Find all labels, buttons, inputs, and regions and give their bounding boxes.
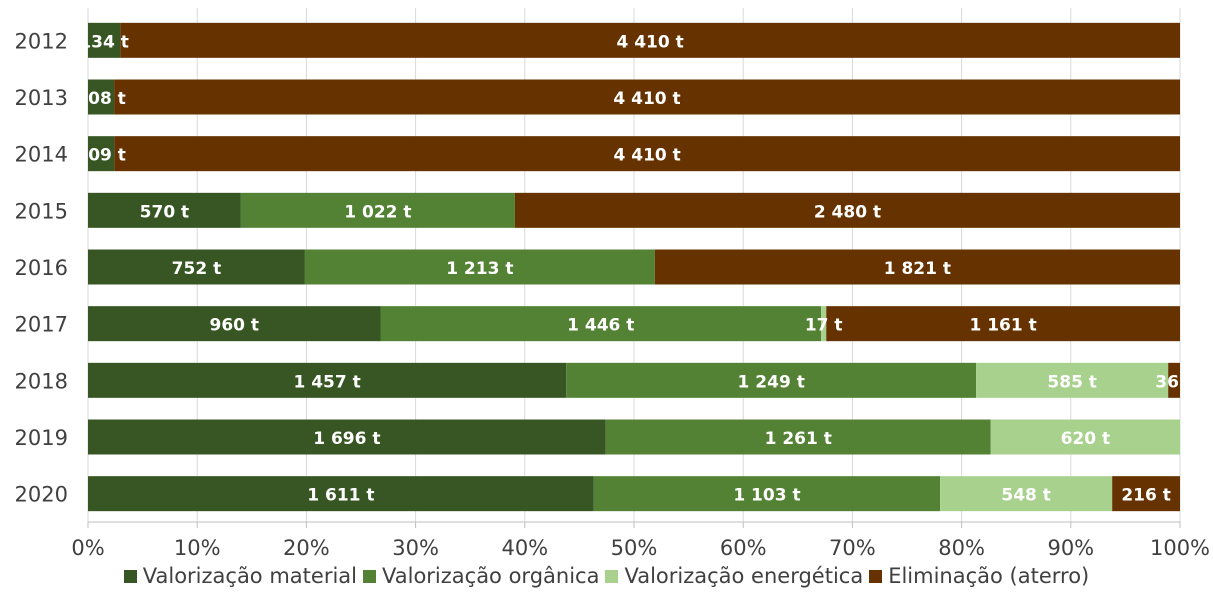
data-label: 752 t xyxy=(172,259,222,279)
data-label: 570 t xyxy=(140,202,190,222)
legend-item: Eliminação (aterro) xyxy=(869,564,1089,588)
data-label: 1 696 t xyxy=(313,429,380,449)
bar-segment xyxy=(514,192,1180,228)
legend-item: Valorização energética xyxy=(605,564,863,588)
x-tick-label: 0% xyxy=(71,536,104,560)
data-label: 17 t xyxy=(805,316,843,336)
bar-segment xyxy=(654,249,1180,285)
legend: Valorização material Valorização orgânica… xyxy=(0,561,1213,591)
x-tick-label: 10% xyxy=(174,536,221,560)
bar-segment xyxy=(990,419,1180,455)
data-label: 548 t xyxy=(1001,486,1051,506)
bars xyxy=(88,22,1180,512)
y-tick-label: 2012 xyxy=(15,29,68,53)
data-label: 1 446 t xyxy=(567,316,634,336)
data-label: 36 t xyxy=(1155,372,1193,392)
data-label: 109 t xyxy=(76,146,126,166)
bar-segment xyxy=(88,192,241,228)
y-tick-label: 2019 xyxy=(15,426,68,450)
bar-segment xyxy=(566,362,977,398)
y-tick-label: 2020 xyxy=(15,483,68,507)
data-label: 134 t xyxy=(79,32,129,52)
bar-segment xyxy=(88,306,381,342)
legend-swatch xyxy=(869,569,883,583)
data-label: 1 611 t xyxy=(307,486,374,506)
x-tick-label: 40% xyxy=(501,536,548,560)
bar-segment xyxy=(1168,362,1180,398)
x-tick-label: 20% xyxy=(283,536,330,560)
legend-swatch xyxy=(605,569,619,583)
y-tick-label: 2018 xyxy=(15,369,68,393)
data-label: 2 480 t xyxy=(814,202,881,222)
data-label: 4 410 t xyxy=(614,146,681,166)
bar-segment xyxy=(605,419,991,455)
y-tick-label: 2014 xyxy=(15,143,68,167)
axes: 0% 10% 20% 30% 40% 50% 60% 70% 80% 90% 100% 2012 201… xyxy=(15,29,1210,560)
legend-label: Valorização orgânica xyxy=(382,564,600,588)
y-tick-label: 2017 xyxy=(15,313,68,337)
y-tick-label: 2016 xyxy=(15,256,68,280)
data-label: 1 261 t xyxy=(765,429,832,449)
bar-segment xyxy=(593,476,941,512)
bar-segment xyxy=(114,136,1180,172)
bar-segment xyxy=(240,192,515,228)
bar-segment xyxy=(88,419,606,455)
data-label: 4 410 t xyxy=(613,89,680,109)
y-tick-label: 2015 xyxy=(15,199,68,223)
legend-label: Valorização material xyxy=(142,564,357,588)
legend-label: Eliminação (aterro) xyxy=(888,564,1090,588)
x-tick-label: 50% xyxy=(611,536,658,560)
bar-segment xyxy=(88,476,594,512)
x-tick-label: 100% xyxy=(1150,536,1210,560)
bar-segment xyxy=(821,306,827,342)
legend-swatch xyxy=(363,569,376,583)
legend-item: Valorização material xyxy=(123,564,357,588)
bar-segment xyxy=(88,22,121,58)
data-label: 1 249 t xyxy=(738,372,805,392)
stacked-bar-chart: 134 t 4 410 t 108 t 4 410 t 109 t 4 410 t 570 … xyxy=(15,8,1210,560)
y-tick-label: 2013 xyxy=(15,86,68,110)
data-labels: 134 t 4 410 t 108 t 4 410 t 109 t 4 410 t 570 … xyxy=(76,32,1193,505)
bar-segment xyxy=(826,306,1180,342)
data-label: 1 161 t xyxy=(969,316,1036,336)
x-tick-label: 80% xyxy=(938,536,985,560)
bar-segment xyxy=(940,476,1113,512)
x-tick-label: 30% xyxy=(392,536,439,560)
legend-item: Valorização orgânica xyxy=(363,564,599,588)
data-label: 960 t xyxy=(209,316,259,336)
data-label: 585 t xyxy=(1047,372,1097,392)
bar-segment xyxy=(88,79,115,115)
data-label: 620 t xyxy=(1061,429,1111,449)
x-tick-label: 70% xyxy=(829,536,876,560)
bar-segment xyxy=(88,362,567,398)
data-label: 1 103 t xyxy=(733,486,800,506)
data-label: 108 t xyxy=(76,89,126,109)
data-label: 1 457 t xyxy=(293,372,360,392)
bar-segment xyxy=(1112,476,1180,512)
data-label: 216 t xyxy=(1121,486,1171,506)
data-label: 1 022 t xyxy=(344,202,411,222)
x-tick-label: 60% xyxy=(720,536,767,560)
bar-segment xyxy=(976,362,1169,398)
bar-segment xyxy=(304,249,655,285)
bar-segment xyxy=(88,136,115,172)
bar-segment xyxy=(380,306,822,342)
bar-segment xyxy=(88,249,305,285)
bar-segment xyxy=(114,79,1180,115)
data-label: 1 821 t xyxy=(884,259,951,279)
x-tick-label: 90% xyxy=(1047,536,1094,560)
bar-segment xyxy=(120,22,1180,58)
data-label: 4 410 t xyxy=(616,32,683,52)
legend-swatch xyxy=(123,569,137,583)
legend-label: Valorização energética xyxy=(624,564,864,588)
data-label: 1 213 t xyxy=(446,259,513,279)
